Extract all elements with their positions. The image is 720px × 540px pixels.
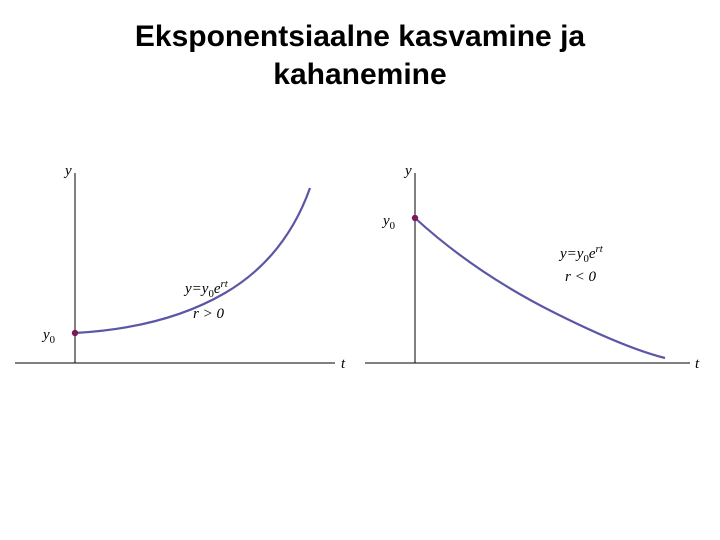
decay-curve <box>415 218 665 358</box>
growth-chart: y t y0 y=y0ert r > 0 <box>15 163 355 393</box>
decay-y0-label: y0 <box>381 213 395 232</box>
decay-condition: r < 0 <box>565 269 596 285</box>
charts-row: y t y0 y=y0ert r > 0 y <box>0 163 720 393</box>
growth-formula: y=y0ert <box>183 278 229 300</box>
growth-y0-label: y0 <box>41 327 55 346</box>
growth-x-axis-label: t <box>341 356 346 372</box>
growth-y0-point <box>72 330 78 336</box>
growth-y-axis-label: y <box>63 163 72 179</box>
decay-svg: y t y0 y=y0ert r < 0 <box>365 163 705 393</box>
decay-y-axis-label: y <box>403 163 412 179</box>
decay-x-axis-label: t <box>695 356 700 372</box>
page-title: Eksponentsiaalne kasvamine ja kahanemine <box>0 0 720 93</box>
title-line-1: Eksponentsiaalne kasvamine ja <box>135 20 585 53</box>
title-line-2: kahanemine <box>273 58 446 91</box>
growth-condition: r > 0 <box>193 306 224 322</box>
growth-svg: y t y0 y=y0ert r > 0 <box>15 163 355 393</box>
decay-y0-point <box>412 215 418 221</box>
decay-chart: y t y0 y=y0ert r < 0 <box>365 163 705 393</box>
decay-formula: y=y0ert <box>558 243 604 265</box>
